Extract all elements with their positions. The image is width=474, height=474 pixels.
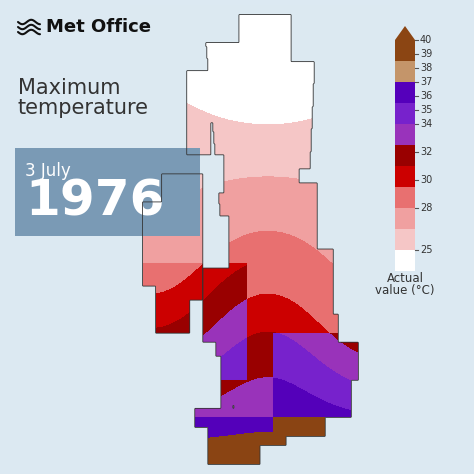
Text: 35: 35 (420, 105, 432, 115)
Bar (395, 40, 415, 61)
Text: Actual: Actual (386, 272, 423, 285)
Polygon shape (395, 26, 415, 40)
Text: Maximum: Maximum (18, 78, 120, 98)
Bar (395, 166, 415, 187)
Text: 25: 25 (420, 245, 432, 255)
Text: 36: 36 (420, 91, 432, 101)
Bar (395, 124, 415, 145)
Bar (395, 229, 415, 250)
Text: 34: 34 (420, 119, 432, 129)
Text: 28: 28 (420, 203, 432, 213)
Polygon shape (395, 250, 415, 262)
Text: 39: 39 (420, 49, 432, 59)
Bar (395, 103, 415, 124)
Text: 30: 30 (420, 175, 432, 185)
Text: Met Office: Met Office (46, 18, 151, 36)
Text: 38: 38 (420, 63, 432, 73)
Text: 32: 32 (420, 147, 432, 157)
Text: temperature: temperature (18, 98, 149, 118)
Text: 37: 37 (420, 77, 432, 87)
Bar (395, 145, 415, 166)
Text: value (°C): value (°C) (375, 284, 435, 297)
Text: 3 July: 3 July (25, 162, 71, 180)
Bar (395, 61, 415, 82)
Bar (395, 250, 415, 271)
Text: 40: 40 (420, 35, 432, 45)
Bar (395, 187, 415, 208)
Bar (395, 208, 415, 229)
Bar (395, 82, 415, 103)
Text: 1976: 1976 (25, 178, 164, 226)
Bar (15, 148, 200, 236)
